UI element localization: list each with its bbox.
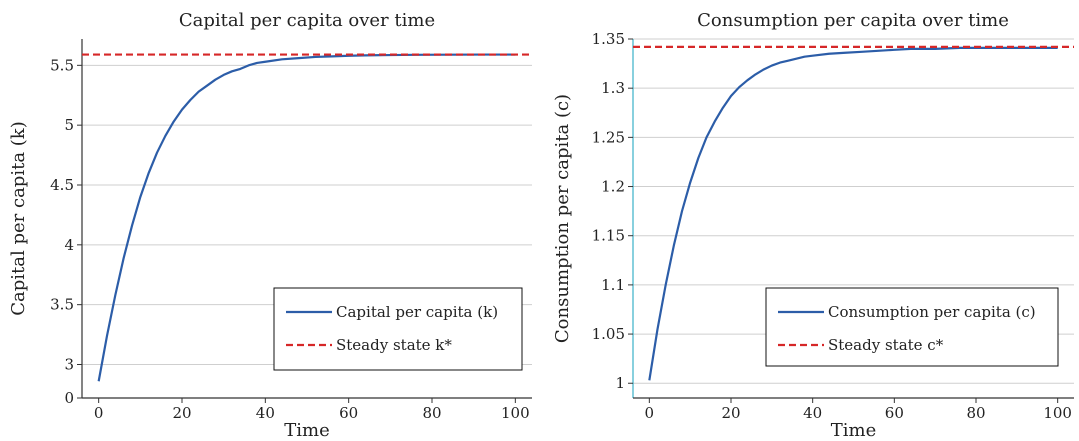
y-tick-label: 1.25 [592,128,625,146]
x-tick-label: 100 [501,404,530,422]
y-tick-label: 1.3 [601,79,625,97]
x-tick-label: 60 [339,404,358,422]
x-tick-label: 60 [885,404,904,422]
y-tick-label: 3 [64,355,74,373]
x-axis-title: Time [831,420,876,441]
y-tick-label: 1.05 [592,325,625,343]
x-tick-label: 0 [94,404,104,422]
y-tick-label: 1.2 [601,178,625,196]
capital-chart: 0 3 3.5 4 4.5 5 5.5 0 20 40 60 80 100 Capital per cap… [8,10,532,441]
y-axis-title: Capital per capita (k) [8,121,29,315]
legend-label: Consumption per capita (c) [828,303,1036,321]
series-line [648,46,1058,381]
chart-title: Capital per capita over time [179,10,435,31]
y-tick-label: 5 [64,116,74,134]
y-tick-label: 1.1 [601,276,625,294]
x-tick-label: 20 [172,404,191,422]
x-tick-label: 40 [803,404,822,422]
y-tick-label: 0 [64,389,74,407]
legend-label: Capital per capita (k) [336,303,498,321]
x-tick-label: 80 [422,404,441,422]
y-tick-label: 1.35 [592,30,625,48]
legend-label: Steady state c* [828,336,944,354]
x-tick-label: 40 [256,404,275,422]
chart-title: Consumption per capita over time [697,10,1009,31]
x-axis-title: Time [284,420,329,441]
y-tick-label: 4.5 [50,176,74,194]
x-tick-label: 20 [721,404,740,422]
y-tick-label: 1 [615,374,625,392]
consumption-chart: 1 1.05 1.1 1.15 1.2 1.25 1.3 1.35 0 20 40 60 80 100 Co… [552,10,1074,441]
y-tick-label: 4 [64,236,74,254]
legend-label: Steady state k* [336,336,452,354]
y-axis-title: Consumption per capita (c) [552,94,573,343]
x-tick-label: 100 [1043,404,1072,422]
x-tick-label: 80 [966,404,985,422]
legend-box [765,287,1059,367]
legend-box [273,287,523,371]
y-tick-label: 1.15 [592,227,625,245]
x-tick-label: 0 [645,404,655,422]
y-tick-label: 5.5 [50,56,74,74]
y-tick-label: 3.5 [50,296,74,314]
